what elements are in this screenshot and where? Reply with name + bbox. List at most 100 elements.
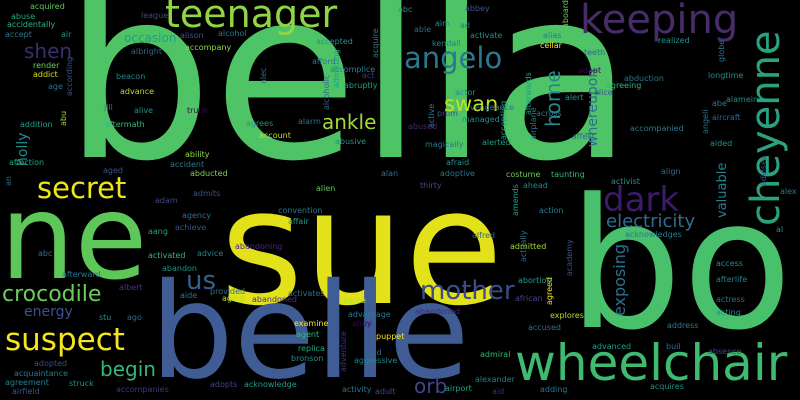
cloud-word: agency xyxy=(182,211,212,220)
cloud-word: acquaintance xyxy=(14,369,69,378)
cloud-word: aggressive xyxy=(354,356,398,365)
cloud-word: aging xyxy=(222,294,245,303)
cloud-word: advance xyxy=(120,87,155,96)
cloud-word: struck xyxy=(69,379,94,388)
cloud-word: bronson xyxy=(291,354,324,363)
cloud-word: alcoholic xyxy=(322,74,331,110)
cloud-word: angeli xyxy=(701,109,710,134)
cloud-word: vengeance xyxy=(470,103,515,112)
cloud-word: amends xyxy=(511,184,520,216)
cloud-word: an xyxy=(4,176,13,186)
cloud-word: addict xyxy=(33,70,58,79)
cloud-word: wheelchair xyxy=(515,334,788,392)
cloud-word: abandoned xyxy=(252,295,297,304)
cloud-word: actress xyxy=(716,295,745,304)
cloud-word: airfield xyxy=(12,387,40,396)
cloud-word: abortion xyxy=(518,276,552,285)
cloud-word: adam xyxy=(155,196,178,205)
cloud-word: teenager xyxy=(165,0,338,36)
cloud-word: agrees xyxy=(246,119,274,128)
cloud-word: alfred xyxy=(472,231,496,240)
cloud-word: convention xyxy=(278,206,323,215)
cloud-word: us xyxy=(186,266,217,296)
cloud-word: alcohol xyxy=(218,29,247,38)
cloud-word: alice xyxy=(594,88,613,97)
cloud-word: actor xyxy=(455,88,476,97)
cloud-word: abusive xyxy=(335,137,367,146)
cloud-word: alien xyxy=(316,184,336,193)
cloud-word: magically xyxy=(425,140,464,149)
cloud-word: ago xyxy=(127,313,142,322)
cloud-word: kendall xyxy=(432,39,461,48)
cloud-word: agree xyxy=(343,296,366,305)
cloud-word: ability xyxy=(185,150,210,159)
cloud-word: afterward xyxy=(62,270,101,279)
cloud-word: ad xyxy=(460,21,470,30)
cloud-word: globe xyxy=(717,39,726,62)
cloud-word: able xyxy=(414,25,432,34)
cloud-word: alarm xyxy=(298,117,321,126)
cloud-word: replica xyxy=(298,344,325,353)
cloud-word: alex xyxy=(780,187,797,196)
cloud-word: activated xyxy=(148,251,186,260)
cloud-word: abe xyxy=(712,99,727,108)
cloud-word: aim xyxy=(435,19,450,28)
cloud-word: affection xyxy=(9,158,45,167)
cloud-word: align xyxy=(661,167,681,176)
cloud-word: electricity xyxy=(606,211,696,232)
cloud-word: trunk xyxy=(187,106,209,115)
cloud-word: adult xyxy=(375,387,396,396)
cloud-word: abc xyxy=(398,5,413,14)
cloud-word: abu xyxy=(59,110,68,126)
cloud-word: ne xyxy=(0,168,148,306)
cloud-word: alec xyxy=(259,67,268,84)
cloud-word: acting xyxy=(716,308,741,317)
cloud-word: alert xyxy=(565,93,584,102)
cloud-word: abandoned xyxy=(415,307,460,316)
cloud-word: affect xyxy=(572,132,595,141)
cloud-word: airplane xyxy=(529,107,538,140)
cloud-word: age xyxy=(48,82,63,91)
cloud-word: render xyxy=(33,61,60,70)
cloud-word: ahead xyxy=(523,181,548,190)
cloud-word: admits xyxy=(193,189,221,198)
cloud-word: accompanied xyxy=(630,124,684,133)
cloud-word: mother xyxy=(420,276,515,306)
cloud-word: explores xyxy=(550,311,584,320)
cloud-word: realized xyxy=(658,36,690,45)
cloud-word: acknowledges xyxy=(625,230,682,239)
cloud-word: abc xyxy=(38,249,53,258)
cloud-word: aid xyxy=(492,387,505,396)
cloud-word: jill xyxy=(104,103,113,112)
cloud-word: absence xyxy=(708,347,742,356)
cloud-word: home xyxy=(541,70,565,127)
cloud-word: alerted xyxy=(482,138,511,147)
cloud-word: actually xyxy=(519,230,528,262)
cloud-word: al xyxy=(776,225,784,234)
cloud-word: alias xyxy=(543,31,562,40)
cloud-word: shen xyxy=(24,39,73,63)
cloud-word: action xyxy=(539,206,564,215)
cloud-word: thirty xyxy=(420,181,442,190)
cloud-word: taunting xyxy=(551,170,585,179)
cloud-word: accident xyxy=(170,160,205,169)
cloud-word: advantage xyxy=(348,310,391,319)
cloud-word: suspect xyxy=(5,322,125,358)
cloud-word: admitted xyxy=(510,242,547,251)
cloud-word: agent xyxy=(296,330,320,339)
cloud-word: aang xyxy=(148,227,168,236)
cloud-word: managed xyxy=(462,115,500,124)
cloud-word: agreement xyxy=(5,378,49,387)
cloud-word: accept xyxy=(5,30,32,39)
cloud-word: secret xyxy=(37,171,127,205)
cloud-word: air xyxy=(61,30,72,39)
cloud-word: airport xyxy=(445,384,472,393)
cloud-word: abused xyxy=(408,122,438,131)
cloud-word: aged xyxy=(103,166,123,175)
cloud-word: account xyxy=(259,131,291,140)
cloud-word: puppet xyxy=(376,332,405,341)
cloud-word: aircraft xyxy=(712,113,741,122)
cloud-word: abuse xyxy=(11,12,36,21)
cloud-word: accompany xyxy=(185,43,232,52)
cloud-word: afterlife xyxy=(716,275,748,284)
